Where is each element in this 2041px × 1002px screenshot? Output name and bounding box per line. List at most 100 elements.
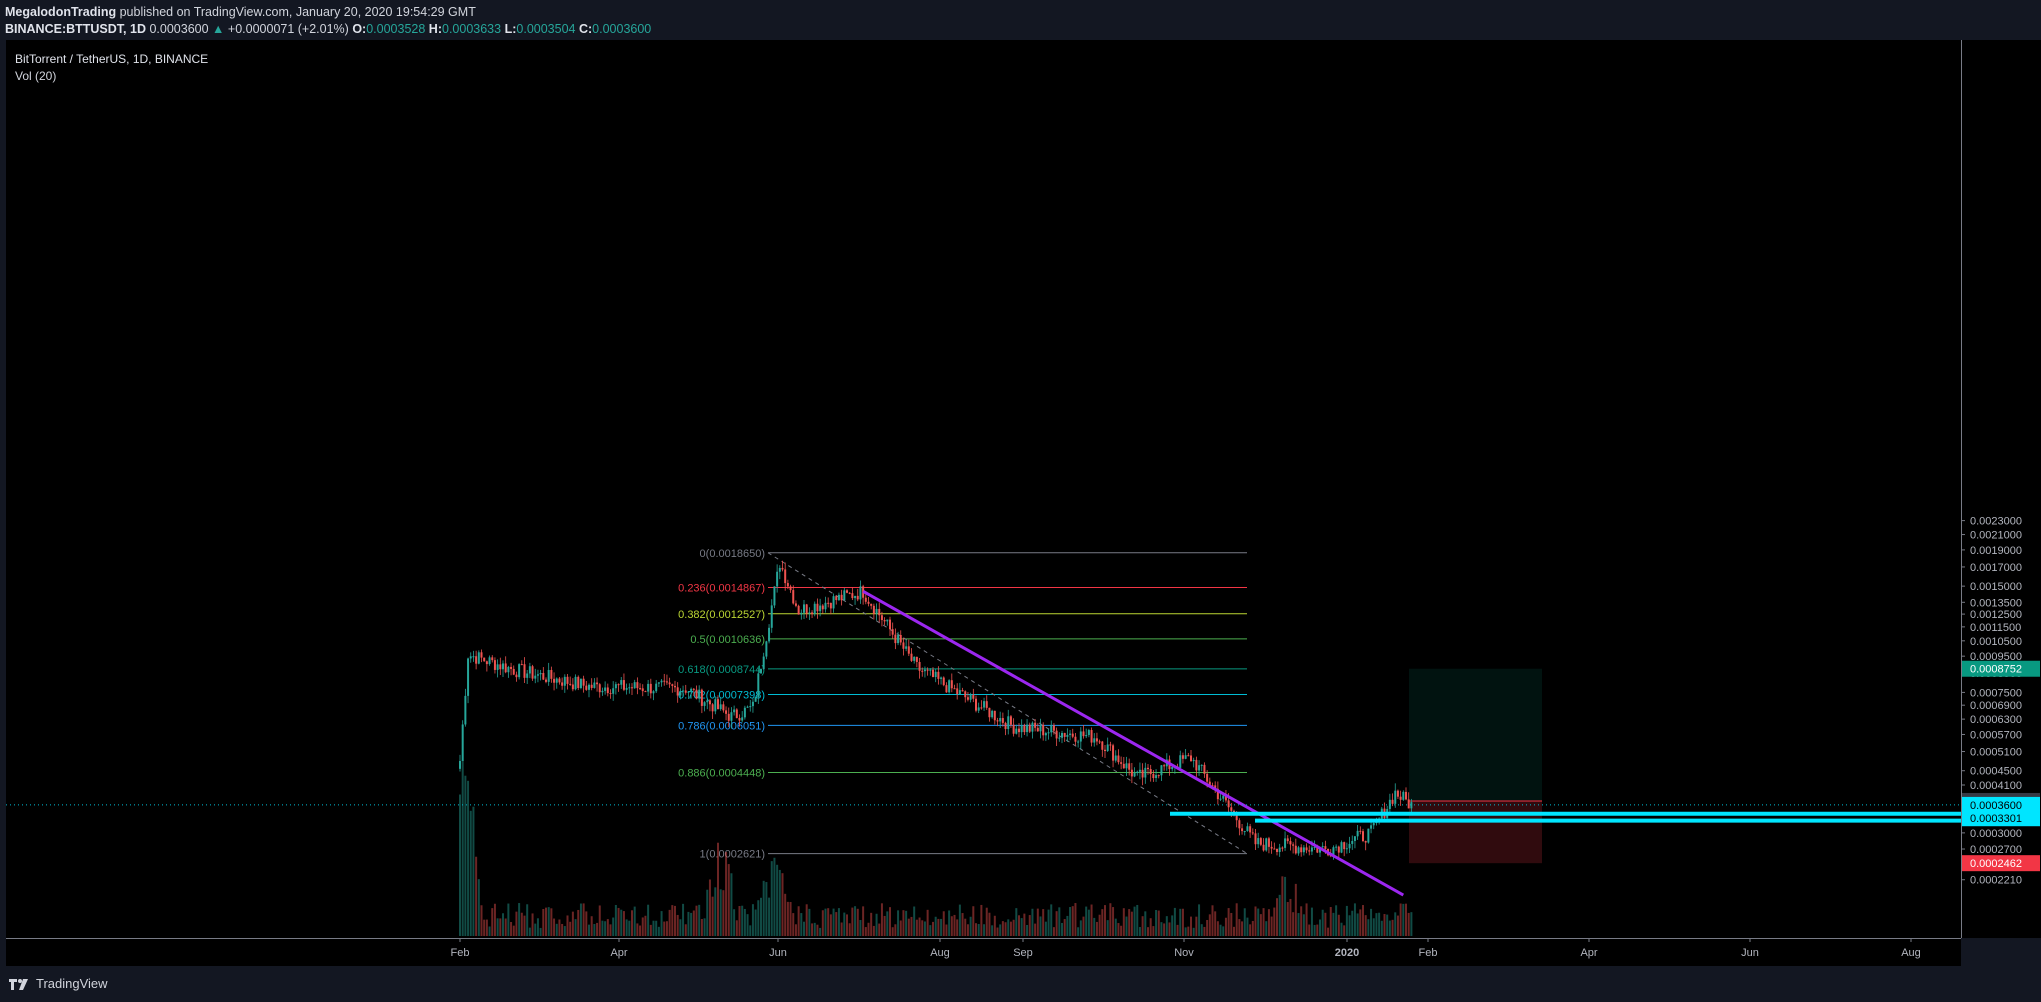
volume-bar — [674, 905, 676, 936]
volume-bar — [789, 901, 792, 936]
author-name[interactable]: MegalodonTrading — [5, 5, 117, 19]
volume-bar — [1157, 910, 1160, 936]
publish-line: MegalodonTrading published on TradingVie… — [5, 5, 476, 19]
symbol-label[interactable]: BINANCE:BTTUSDT, 1D — [5, 22, 146, 36]
x-tick-label: Aug — [930, 947, 950, 959]
candle-body — [1015, 728, 1018, 734]
volume-bar — [996, 927, 999, 936]
candle-body — [794, 603, 797, 606]
volume-bar — [1348, 915, 1351, 936]
volume-bar — [902, 910, 905, 936]
candle-body — [749, 706, 752, 708]
candle-body — [1093, 738, 1096, 743]
price-label-text: 0.0003600 — [1970, 800, 2022, 812]
candle-body — [717, 699, 719, 710]
candle-body — [805, 604, 808, 614]
candle-body — [628, 687, 631, 689]
candle-body — [1267, 838, 1270, 847]
candle-body — [840, 594, 843, 601]
volume-bar — [1327, 927, 1330, 936]
candle-body — [776, 571, 779, 587]
price-axis[interactable] — [1961, 40, 2041, 938]
volume-bar — [993, 915, 996, 936]
volume-bar — [1165, 916, 1168, 936]
candle-body — [641, 688, 644, 692]
candle-body — [708, 700, 711, 705]
volume-bar — [937, 918, 940, 936]
volume-bar — [848, 923, 851, 936]
y-tick-label: 0.0010500 — [1970, 636, 2022, 648]
volume-bar — [829, 914, 832, 936]
candle-body — [1259, 838, 1262, 845]
volume-bar — [507, 903, 510, 936]
candle-body — [872, 605, 875, 614]
volume-bar — [1015, 908, 1018, 936]
volume-bar — [1106, 920, 1109, 936]
volume-bar — [566, 915, 569, 936]
fib-level-label: 0.786(0.0006051) — [678, 720, 765, 732]
candle-body — [1281, 847, 1284, 849]
candle-body — [464, 695, 467, 725]
candle-body — [940, 677, 943, 679]
volume-bar — [1353, 903, 1356, 936]
candle-body — [1249, 826, 1252, 833]
volume-bar — [1265, 921, 1268, 936]
candle-body — [459, 760, 461, 769]
candle-body — [811, 612, 814, 615]
volume-bar — [832, 908, 835, 936]
candle-body — [636, 682, 639, 689]
volume-bar — [1276, 898, 1278, 936]
candle-body — [1190, 755, 1192, 762]
volume-bar — [477, 879, 480, 936]
volume-bar — [657, 926, 660, 936]
volume-bar — [1399, 903, 1402, 936]
candle-body — [1007, 716, 1010, 730]
volume-bar — [1052, 927, 1055, 936]
candle-body — [894, 634, 897, 644]
volume-bar — [647, 904, 650, 936]
volume-bar — [929, 925, 932, 936]
candle-body — [620, 680, 623, 685]
y-tick-label: 0.0005100 — [1970, 747, 2022, 759]
volume-bar — [467, 780, 470, 936]
candle-body — [496, 664, 499, 670]
candle-body — [964, 691, 967, 698]
volume-bar — [746, 914, 749, 936]
candle-body — [781, 567, 784, 570]
volume-bar — [837, 908, 840, 936]
tradingview-logo[interactable]: TradingView — [8, 976, 108, 991]
volume-bar — [641, 917, 644, 936]
volume-bar — [1206, 919, 1209, 936]
chart-area[interactable] — [6, 40, 1961, 938]
candle-body — [491, 657, 494, 661]
candle-body — [727, 713, 730, 721]
candle-body — [829, 603, 832, 609]
candle-body — [515, 674, 518, 678]
candle-body — [899, 634, 902, 643]
fibonacci-retracement[interactable]: 0(0.0018650) 0.236(0.0014867) 0.382(0.0012… — [678, 548, 1248, 861]
candle-body — [719, 704, 722, 710]
candle-body — [1058, 737, 1061, 739]
volume-bar — [953, 914, 956, 936]
candle-body — [1394, 790, 1397, 804]
volume-bar — [811, 923, 814, 936]
volume-bar — [926, 909, 929, 936]
volume-bar — [502, 913, 504, 936]
candle-body — [1257, 838, 1260, 845]
legend-title[interactable]: BitTorrent / TetherUS, 1D, BINANCE — [15, 52, 209, 66]
y-axis-ticks: 0.0023000 0.0021000 0.0019000 0.0017000 0.00… — [1961, 516, 2022, 887]
position-tool[interactable] — [1409, 668, 1542, 864]
time-axis[interactable] — [6, 938, 1961, 967]
volume-bar — [792, 913, 795, 936]
candle-body — [1026, 724, 1029, 733]
volume-bar — [1391, 919, 1394, 936]
candle-body — [657, 682, 660, 684]
candle-body — [518, 664, 521, 678]
candle-body — [789, 586, 792, 591]
volume-bar — [703, 918, 706, 936]
drawings[interactable] — [6, 590, 1961, 897]
legend-indicator[interactable]: Vol (20) — [15, 69, 57, 83]
candle-body — [980, 707, 983, 709]
candle-body — [507, 666, 510, 673]
